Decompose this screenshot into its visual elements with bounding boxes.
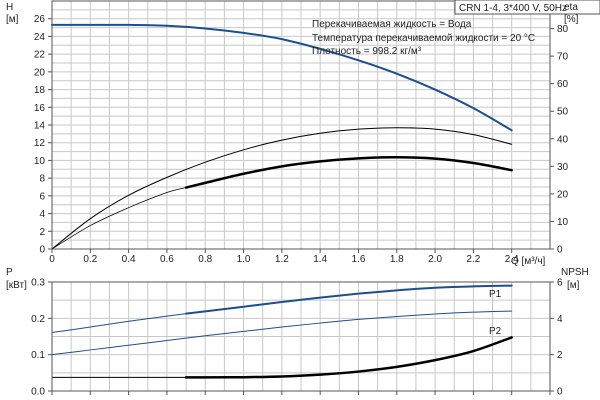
right-tick-label: 30 [557,162,569,173]
x-tick-label: 1.0 [237,254,251,265]
series-line-1-4 [184,336,513,379]
x-tick-label: 2.0 [428,254,442,265]
efficiency-axis-title: eta [564,2,578,13]
right-tick-label: 0 [557,245,563,256]
label-layer: CRN 1-4, 3*400 V, 50Hz Перекачиваемая жи… [6,0,600,337]
head-axis-title: H [6,2,13,13]
x-tick-label: 1.2 [275,254,289,265]
plot-frame [51,281,551,392]
series-line-0-2 [51,187,187,250]
x-tick-label: 2.4 [505,254,519,265]
npsh-axis-title: NPSH [561,267,589,278]
left-tick-label: 20 [34,67,46,78]
series-line-1-2 [51,310,513,356]
right-tick-label: 40 [557,134,569,145]
right-tick-label: 10 [557,217,569,228]
left-tick-label: 6 [39,191,45,202]
series-line-0-3 [184,155,513,189]
series-line-1-0 [51,313,187,333]
left-tick-label: 0.2 [31,314,45,325]
chart-title: CRN 1-4, 3*400 V, 50Hz [459,3,567,14]
left-tick-label: 14 [34,121,46,132]
series-line-0-1 [51,127,513,250]
left-tick-label: 12 [34,138,46,149]
left-tick-label: 22 [34,50,46,61]
p1-series-label: P1 [489,289,502,300]
x-tick-label: 0.4 [122,254,136,265]
left-tick-label: 18 [34,85,46,96]
left-tick-label: 0 [39,245,45,256]
left-tick-label: 8 [39,174,45,185]
right-tick-label: 0 [557,387,563,398]
efficiency-axis-unit: [%] [564,14,579,25]
x-tick-label: 1.6 [352,254,366,265]
x-tick-label: 1.4 [313,254,327,265]
p2-series-label: P2 [489,326,502,337]
right-tick-label: 60 [557,79,569,90]
left-tick-label: 4 [39,209,45,220]
fluid-info-line: Перекачиваемая жидкость = Вода [312,19,472,30]
density-info-line: Плотность = 998.2 кг/м³ [312,46,422,57]
power-axis-unit: [кВт] [6,280,27,291]
left-tick-label: 2 [39,227,45,238]
title-box [454,0,600,15]
right-tick-label: 4 [557,314,563,325]
series-line-1-1 [185,284,513,315]
left-tick-label: 16 [34,103,46,114]
left-tick-label: 26 [34,14,46,25]
x-tick-label: 1.8 [390,254,404,265]
series-layer [51,23,513,379]
left-tick-label: 0.0 [31,387,45,398]
npsh-axis-unit: [м] [567,280,580,291]
tick-layer: 0246810121416182022242601020304050607080… [31,14,568,397]
series-line-0-0 [51,23,513,132]
left-tick-label: 24 [34,32,46,43]
x-tick-label: 0.6 [160,254,174,265]
right-tick-label: 70 [557,52,569,63]
left-tick-label: 0.1 [31,350,45,361]
left-tick-label: 10 [34,156,46,167]
right-tick-label: 50 [557,107,569,118]
flow-axis-unit: Q [м³/ч] [511,256,546,267]
x-tick-label: 0.8 [198,254,212,265]
power-axis-title: P [6,267,13,278]
x-tick-label: 0 [49,254,55,265]
right-tick-label: 6 [557,278,563,289]
left-tick-label: 0.3 [31,278,45,289]
x-tick-label: 0.2 [83,254,97,265]
right-tick-label: 80 [557,24,569,35]
right-tick-label: 20 [557,189,569,200]
head-axis-unit: [м] [6,14,19,25]
temperature-info-line: Температура перекачиваемой жидкости = 20… [312,33,535,44]
x-tick-label: 2.2 [466,254,480,265]
right-tick-label: 2 [557,350,563,361]
